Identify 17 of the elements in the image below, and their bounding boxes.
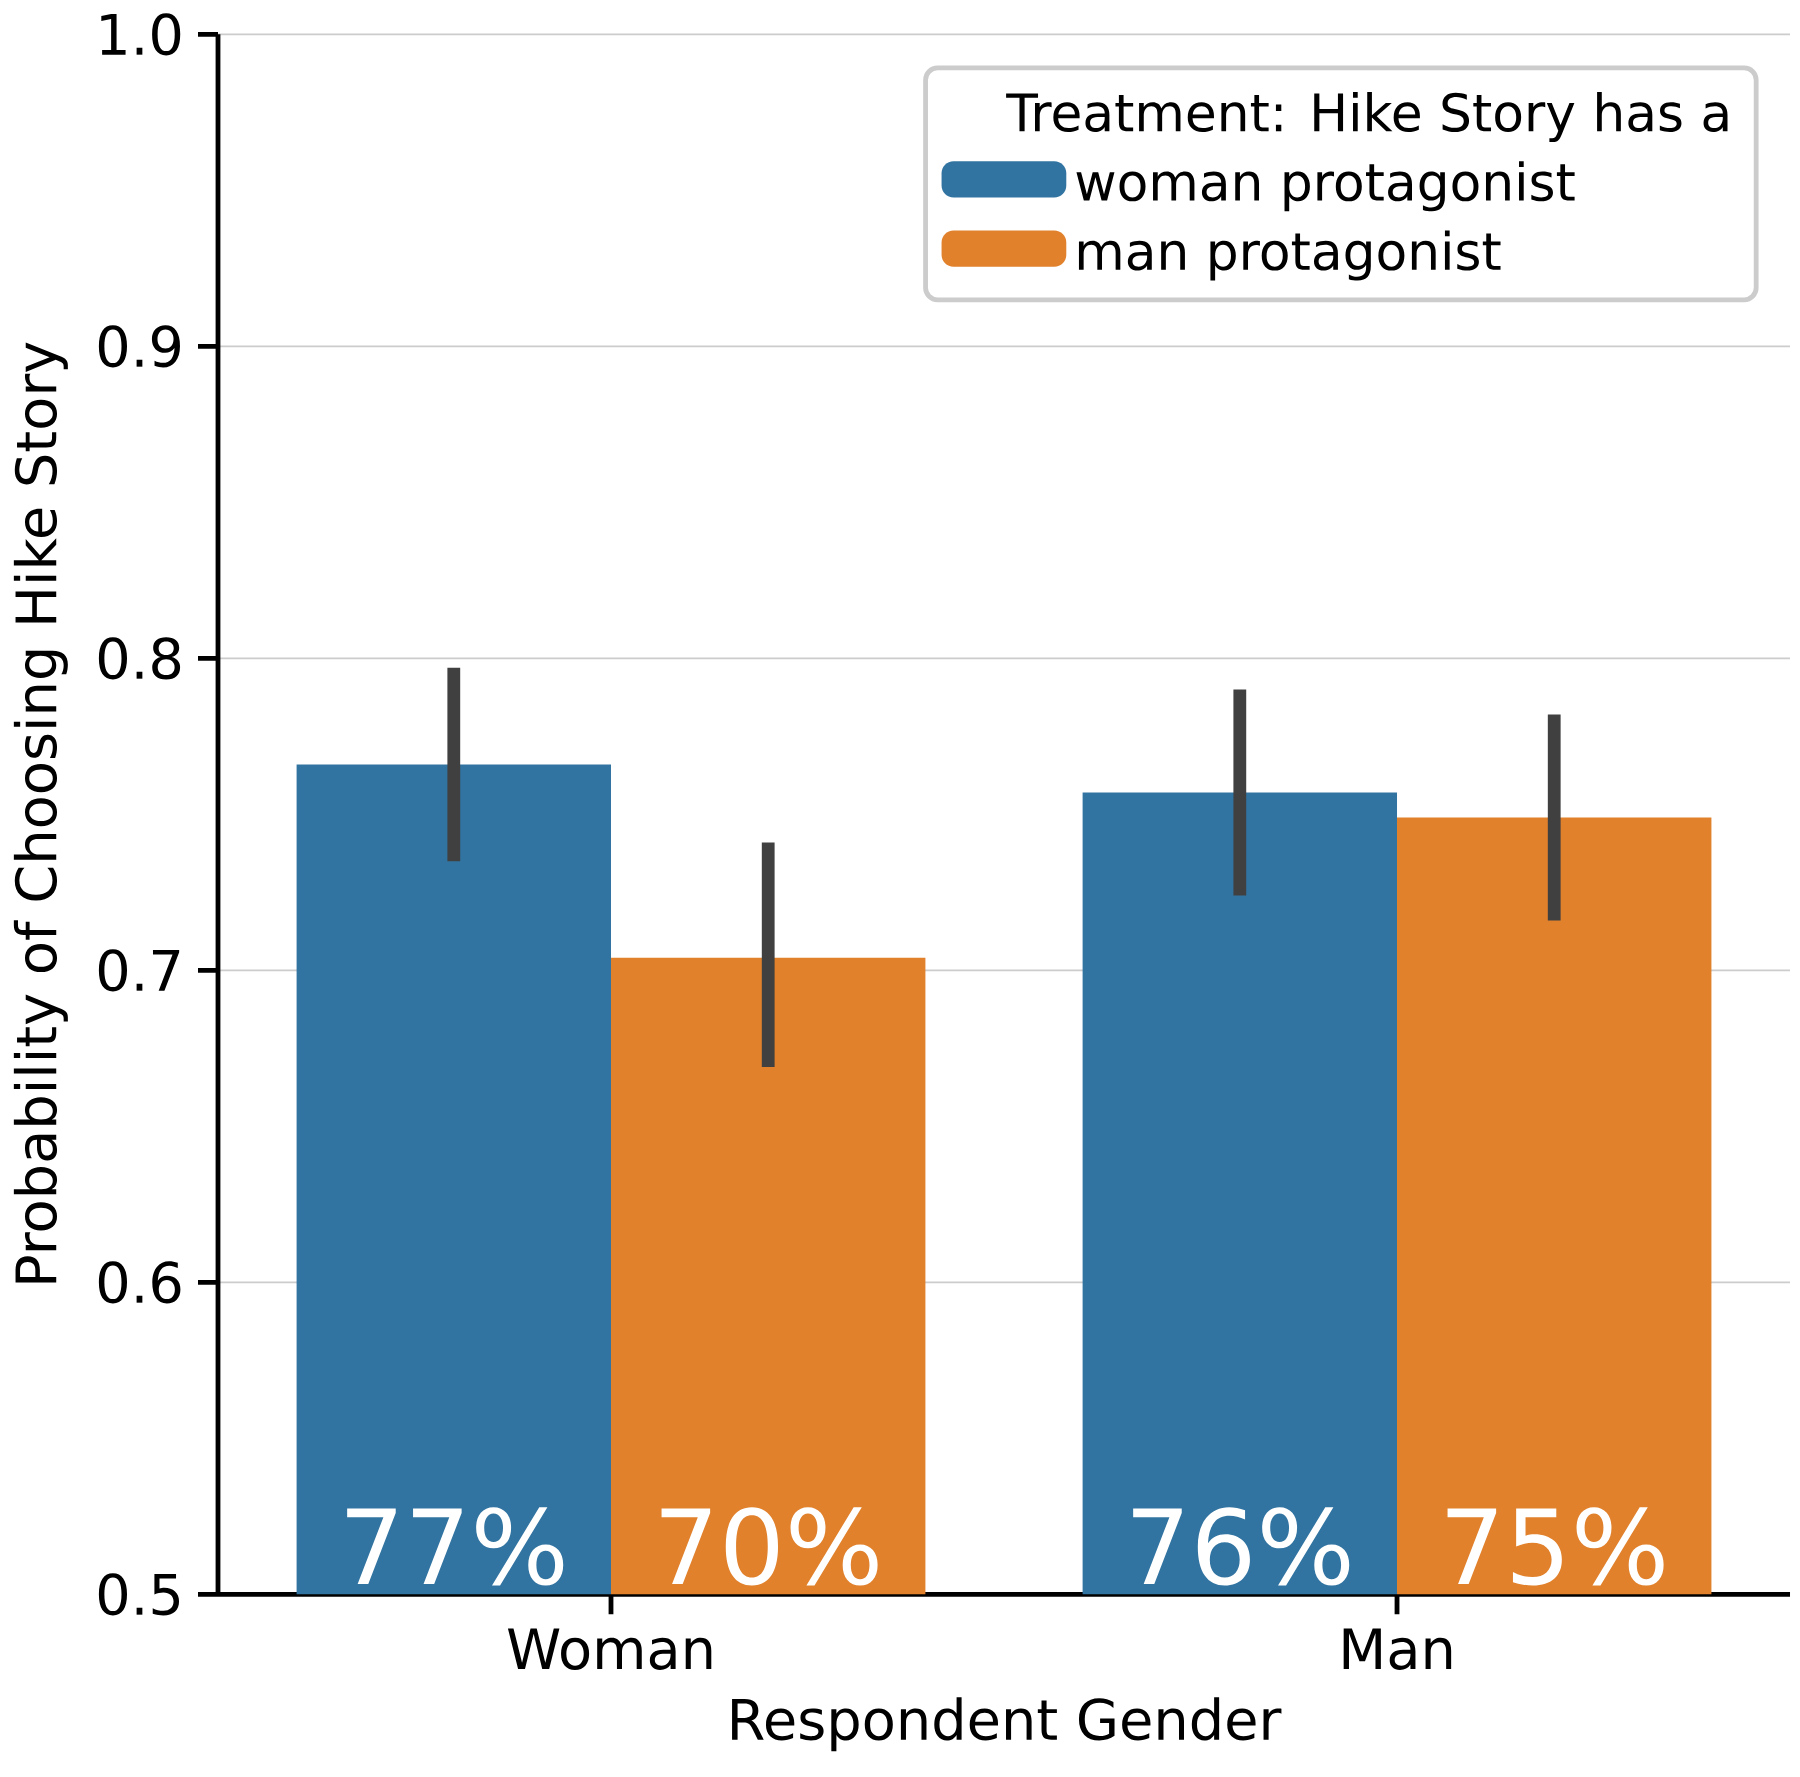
legend-label: man protagonist — [1078, 230, 1501, 281]
data-label: 75% — [1447, 1506, 1664, 1586]
y-tick-label: 1.0 — [101, 13, 181, 56]
y-tick-label: 0.9 — [98, 325, 180, 368]
y-tick-label: 0.8 — [98, 637, 181, 680]
data-label: 76% — [1133, 1506, 1350, 1586]
x-tick-label: Man — [1343, 1628, 1452, 1670]
legend-title: Treatment: Hike Story has a — [1006, 91, 1728, 142]
x-tick-label: Woman — [507, 1628, 712, 1670]
y-axis-title: Probability of Choosing Hike Story — [13, 342, 68, 1283]
legend-label: woman protagonist — [1076, 161, 1575, 212]
data-label: 77% — [347, 1506, 564, 1586]
data-label: 70% — [661, 1506, 878, 1586]
y-tick-label: 0.5 — [98, 1573, 180, 1616]
y-tick-label: 0.6 — [98, 1261, 181, 1304]
x-axis-title: Respondent Gender — [732, 1697, 1282, 1752]
y-tick-label: 0.7 — [98, 949, 180, 992]
